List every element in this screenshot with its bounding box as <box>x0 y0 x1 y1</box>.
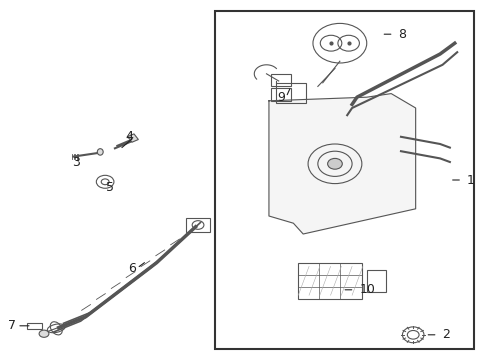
Text: 4: 4 <box>125 130 133 143</box>
Circle shape <box>327 158 342 169</box>
Text: 7: 7 <box>8 319 16 332</box>
Text: 1: 1 <box>466 174 474 186</box>
Bar <box>276 83 305 103</box>
Ellipse shape <box>97 149 103 155</box>
Text: 3: 3 <box>72 156 80 168</box>
Bar <box>215 11 473 349</box>
Text: 10: 10 <box>359 283 374 296</box>
Text: 2: 2 <box>442 328 449 341</box>
Text: 6: 6 <box>128 262 136 275</box>
Bar <box>271 88 290 101</box>
Text: 9: 9 <box>277 91 285 104</box>
Text: 5: 5 <box>106 181 114 194</box>
Bar <box>27 323 41 329</box>
Text: 8: 8 <box>398 28 406 41</box>
Bar <box>271 74 290 86</box>
Bar <box>366 270 386 292</box>
Circle shape <box>39 330 49 337</box>
Polygon shape <box>268 94 415 234</box>
Bar <box>127 134 138 142</box>
Bar <box>298 263 361 299</box>
Bar <box>185 218 210 232</box>
